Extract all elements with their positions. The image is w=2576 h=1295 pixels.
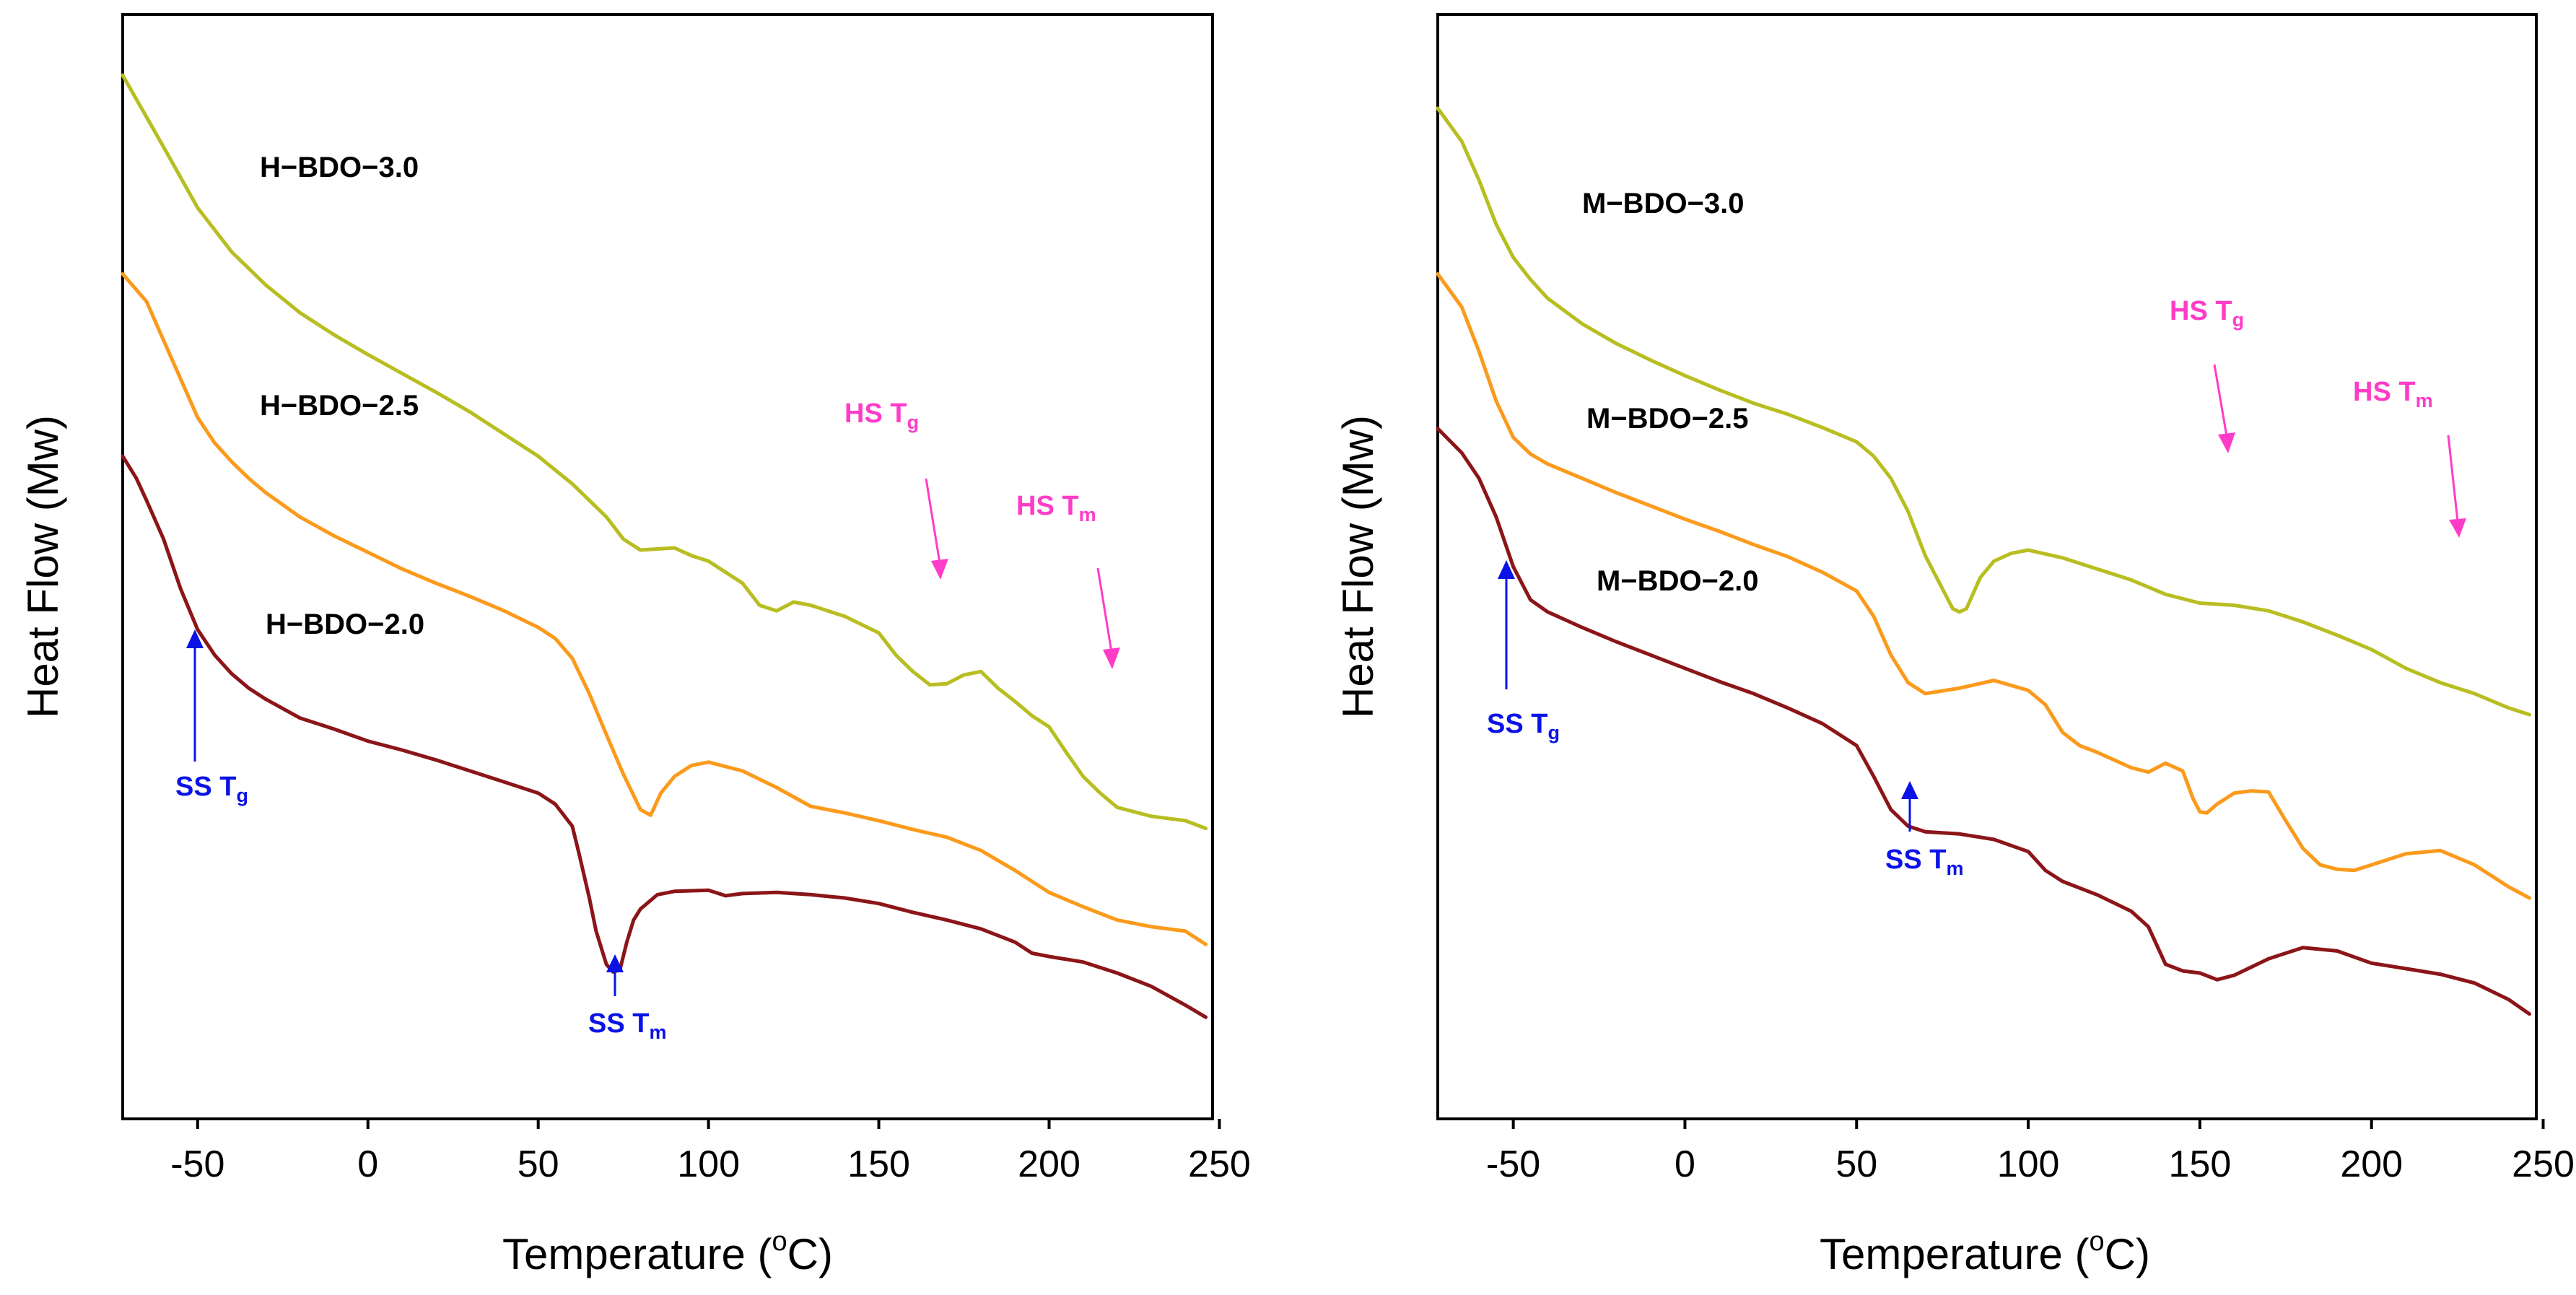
series-line-m-bdo-2.5 — [1436, 272, 2531, 900]
series-line-m-bdo-2.0 — [1436, 427, 2531, 1016]
series-label-m-bdo-2.5: M−BDO−2.5 — [1586, 403, 1749, 435]
annotation-hs-tg: HS Tg — [844, 398, 948, 580]
annotation-hs-tg: HS Tg — [2170, 296, 2244, 453]
plot-frame — [121, 13, 1214, 1120]
x-axis-label: Temperature (oC) — [1820, 1226, 2150, 1278]
series-lines — [1436, 106, 2531, 1016]
x-tick-label: 150 — [847, 1143, 910, 1185]
y-axis-label: Heat Flow (Mw) — [1334, 415, 1382, 718]
arrowhead-icon — [606, 954, 624, 972]
series-label-m-bdo-3.0: M−BDO−3.0 — [1582, 188, 1745, 219]
annotation-arrow — [1096, 567, 1113, 653]
svg-text:SS Tm: SS Tm — [1885, 845, 1963, 879]
x-tick-label: 0 — [1675, 1143, 1695, 1185]
x-ticks: -50 0 50 100 150 200 250 — [170, 1119, 1251, 1185]
arrowhead-icon — [2218, 432, 2235, 453]
svg-text:SS Tg: SS Tg — [1487, 709, 1560, 744]
x-tick-label: 0 — [357, 1143, 378, 1185]
series-label-h-bdo-2.5: H−BDO−2.5 — [260, 390, 419, 422]
series-line-h-bdo-2.0 — [121, 454, 1208, 1019]
annotation-hs-tm: HS Tm — [1016, 491, 1120, 669]
annotation-ss-tg: SS Tg — [175, 629, 248, 806]
x-tick-label: 50 — [1835, 1143, 1877, 1185]
x-tick-label: 150 — [2169, 1143, 2232, 1185]
x-tick-label: -50 — [170, 1143, 224, 1185]
series-label-m-bdo-2.0: M−BDO−2.0 — [1597, 565, 1759, 597]
series-label-h-bdo-2.0: H−BDO−2.0 — [266, 609, 424, 640]
series-line-m-bdo-3.0 — [1436, 106, 2531, 717]
series-line-h-bdo-3.0 — [121, 73, 1208, 831]
annotation-ss-tm: SS Tm — [588, 954, 666, 1043]
arrowhead-icon — [931, 559, 948, 580]
x-tick-label: 100 — [677, 1143, 740, 1185]
annotation-ss-tg: SS Tg — [1487, 560, 1560, 744]
right-panel: -50 0 50 100 150 200 250 M−BDO−3.0 M−BDO−2.5 M… — [1334, 13, 2575, 1278]
arrowhead-icon — [1498, 560, 1515, 579]
x-tick-label: 200 — [2340, 1143, 2403, 1185]
x-ticks: -50 0 50 100 150 200 250 — [1486, 1119, 2575, 1185]
annotation-arrow — [925, 478, 941, 564]
x-tick-label: 50 — [518, 1143, 559, 1185]
svg-text:HS Tm: HS Tm — [1016, 491, 1096, 526]
x-tick-label: 250 — [2512, 1143, 2575, 1185]
arrowhead-icon — [2449, 518, 2466, 538]
y-axis-label: Heat Flow (Mw) — [19, 415, 67, 718]
svg-text:SS Tm: SS Tm — [588, 1008, 666, 1043]
svg-text:HS Tm: HS Tm — [2353, 377, 2433, 411]
annotation-arrow — [2213, 364, 2228, 437]
plot-frame — [1436, 13, 2538, 1120]
svg-text:HS Tg: HS Tg — [844, 398, 919, 433]
x-tick-label: 250 — [1188, 1143, 1251, 1185]
arrowhead-icon — [1103, 648, 1120, 669]
x-tick-label: 100 — [1997, 1143, 2060, 1185]
x-tick-label: -50 — [1486, 1143, 1540, 1185]
arrowhead-icon — [186, 629, 204, 648]
svg-text:HS Tg: HS Tg — [2170, 296, 2244, 331]
svg-text:SS Tg: SS Tg — [175, 772, 248, 806]
x-tick-label: 200 — [1018, 1143, 1080, 1185]
annotation-hs-tm: HS Tm — [2353, 377, 2466, 538]
series-line-h-bdo-2.5 — [121, 272, 1208, 946]
annotation-ss-tm: SS Tm — [1885, 781, 1963, 879]
series-label-h-bdo-3.0: H−BDO−3.0 — [260, 152, 419, 183]
x-axis-label: Temperature (oC) — [502, 1226, 833, 1278]
series-lines — [121, 73, 1208, 1019]
annotation-arrow — [2447, 435, 2459, 522]
left-panel: -50 0 50 100 150 200 250 H−BDO−3.0 H−BDO−2.5 H… — [19, 13, 1251, 1278]
arrowhead-icon — [1901, 781, 1918, 799]
